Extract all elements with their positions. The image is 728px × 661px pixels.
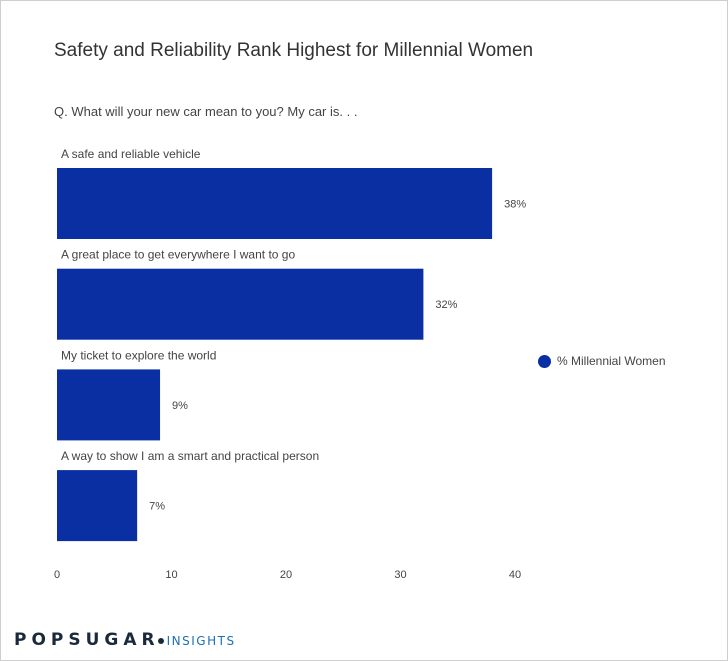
brand-dot — [157, 638, 164, 644]
x-tick-label: 40 — [509, 569, 521, 581]
x-tick-label: 20 — [280, 569, 292, 581]
bar — [57, 470, 138, 542]
chart-subtitle: Q. What will your new car mean to you? M… — [54, 104, 358, 119]
brand-subname: INSIGHTS — [166, 634, 236, 648]
value-label: 9% — [172, 400, 188, 412]
category-label: My ticket to explore the world — [61, 348, 216, 362]
category-label: A safe and reliable vehicle — [61, 147, 201, 161]
legend-label: % Millennial Women — [557, 354, 666, 368]
x-tick-label: 10 — [165, 569, 177, 581]
category-label: A way to show I am a smart and practical… — [61, 449, 319, 463]
bar — [57, 268, 424, 340]
value-label: 7% — [149, 501, 165, 513]
brand-name: POPSUGAR — [14, 630, 160, 650]
legend: % Millennial Women — [538, 354, 666, 368]
category-label: A great place to get everywhere I want t… — [61, 248, 295, 262]
brand-logo: POPSUGAR INSIGHTS — [14, 630, 236, 650]
x-tick-label: 30 — [394, 569, 406, 581]
legend-swatch — [538, 354, 551, 368]
bar — [57, 168, 493, 239]
value-label: 32% — [435, 299, 457, 311]
bar — [57, 369, 161, 441]
value-label: 38% — [504, 199, 526, 211]
x-tick-label: 0 — [54, 569, 60, 581]
chart-title: Safety and Reliability Rank Highest for … — [54, 40, 534, 61]
